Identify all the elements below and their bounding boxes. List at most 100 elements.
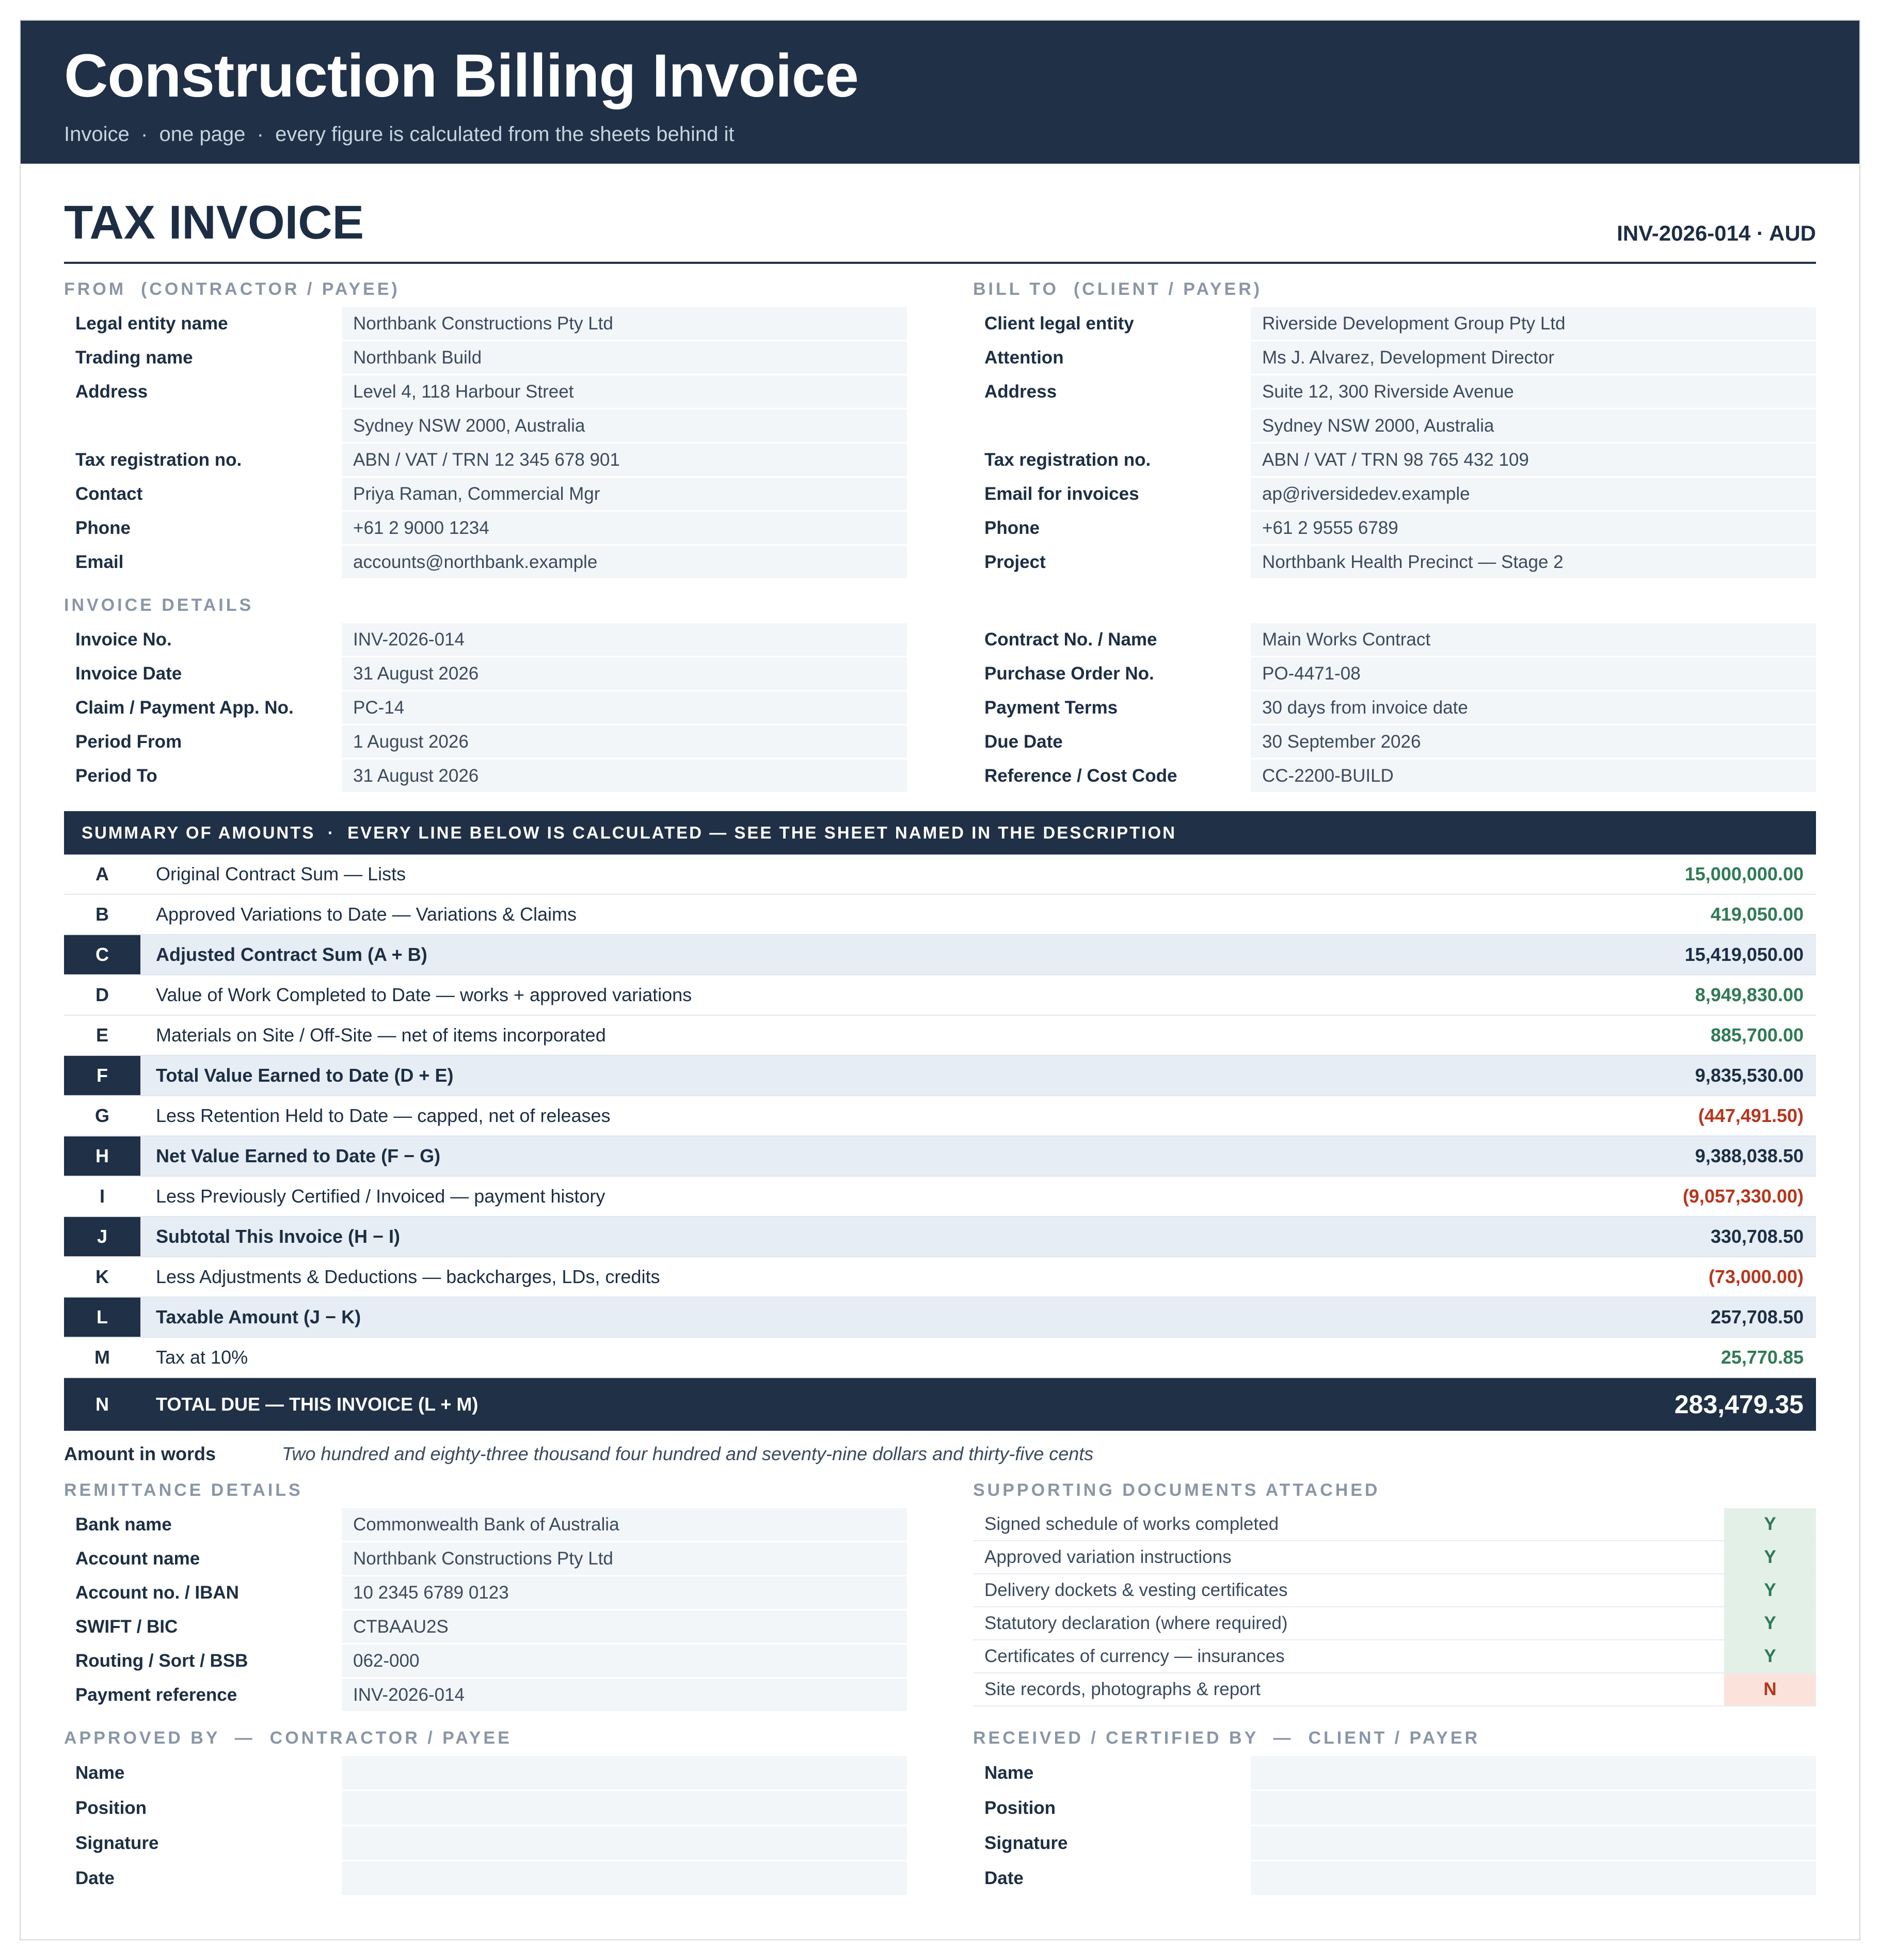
kv-row: Phone +61 2 9555 6789 bbox=[973, 511, 1816, 546]
field-value: Suite 12, 300 Riverside Avenue bbox=[1251, 374, 1816, 409]
field-value: 30 days from invoice date bbox=[1251, 690, 1816, 725]
summary-row: A Original Contract Sum — Lists 15,000,000… bbox=[64, 855, 1816, 895]
supporting-doc-row: Site records, photographs & report N bbox=[973, 1673, 1816, 1706]
kv-row: Invoice Date 31 August 2026 bbox=[64, 656, 907, 691]
invoice-reference: INV-2026-014 · AUD bbox=[1617, 221, 1816, 245]
approved-by-label: APPROVED BY — CONTRACTOR / PAYEE bbox=[64, 1728, 512, 1748]
field-label: Phone bbox=[64, 511, 342, 546]
field-label: Period To bbox=[64, 758, 342, 794]
summary-letter: C bbox=[64, 935, 140, 975]
kv-row: Signature bbox=[973, 1825, 1816, 1861]
kv-row: Period From 1 August 2026 bbox=[64, 724, 907, 760]
kv-row: Signature bbox=[64, 1825, 907, 1861]
field-value: 31 August 2026 bbox=[342, 758, 907, 794]
kv-row: Reference / Cost Code CC-2200-BUILD bbox=[973, 758, 1816, 794]
field-value: +61 2 9000 1234 bbox=[342, 511, 907, 546]
kv-row: Project Northbank Health Precinct — Stage… bbox=[973, 545, 1816, 580]
field-label: Claim / Payment App. No. bbox=[64, 690, 342, 725]
field-label: Invoice Date bbox=[64, 656, 342, 691]
summary-description: Less Retention Held to Date — capped, ne… bbox=[140, 1096, 1442, 1136]
signoff-field[interactable] bbox=[342, 1860, 907, 1896]
summary-row: B Approved Variations to Date — Variation… bbox=[64, 894, 1816, 935]
bill-to-block: BILL TO (CLIENT / PAYER) Client legal en… bbox=[973, 264, 1816, 580]
field-label: Trading name bbox=[64, 340, 342, 375]
kv-row: Claim / Payment App. No. PC-14 bbox=[64, 690, 907, 725]
field-value: 10 2345 6789 0123 bbox=[342, 1575, 907, 1610]
field-label: Account no. / IBAN bbox=[64, 1575, 342, 1610]
field-label: Bank name bbox=[64, 1508, 342, 1542]
summary-letter: H bbox=[64, 1136, 140, 1177]
field-label: Position bbox=[973, 1790, 1251, 1826]
summary-description: Total Value Earned to Date (D + E) bbox=[140, 1055, 1442, 1096]
attached-flag: N bbox=[1724, 1673, 1816, 1706]
field-label: Routing / Sort / BSB bbox=[64, 1643, 342, 1679]
summary-row: D Value of Work Completed to Date — works… bbox=[64, 975, 1816, 1016]
attached-flag: Y bbox=[1724, 1640, 1816, 1673]
summary-table: A Original Contract Sum — Lists 15,000,000… bbox=[64, 855, 1816, 1431]
summary-letter: I bbox=[64, 1176, 140, 1217]
attached-flag: Y bbox=[1724, 1607, 1816, 1640]
received-by-table: Name Position Signature Date bbox=[973, 1756, 1816, 1896]
signoff-field[interactable] bbox=[342, 1825, 907, 1861]
signoff-field[interactable] bbox=[342, 1790, 907, 1826]
field-label: SWIFT / BIC bbox=[64, 1609, 342, 1645]
kv-row: Account name Northbank Constructions Pty … bbox=[64, 1541, 907, 1576]
field-value: Sydney NSW 2000, Australia bbox=[1251, 408, 1816, 444]
kv-row: Payment Terms 30 days from invoice date bbox=[973, 690, 1816, 725]
summary-amount: 419,050.00 bbox=[1442, 894, 1816, 935]
field-label: Date bbox=[973, 1860, 1251, 1896]
summary-amount: 15,419,050.00 bbox=[1442, 935, 1816, 975]
signoff-field[interactable] bbox=[1251, 1756, 1816, 1791]
field-label: Payment Terms bbox=[973, 690, 1251, 725]
invoice-content: TAX INVOICE INV-2026-014 · AUD FROM (CON… bbox=[21, 164, 1859, 1896]
kv-row: Date bbox=[973, 1860, 1816, 1896]
supporting-doc-name: Signed schedule of works completed bbox=[973, 1508, 1724, 1541]
summary-amount: (9,057,330.00) bbox=[1442, 1176, 1816, 1217]
kv-row: Date bbox=[64, 1860, 907, 1896]
field-label bbox=[64, 408, 342, 444]
kv-row: Position bbox=[973, 1790, 1816, 1826]
signoff-field[interactable] bbox=[1251, 1860, 1816, 1896]
summary-letter: L bbox=[64, 1297, 140, 1338]
summary-letter: G bbox=[64, 1096, 140, 1136]
field-value: accounts@northbank.example bbox=[342, 545, 907, 580]
kv-row: Email for invoices ap@riversidedev.exampl… bbox=[973, 477, 1816, 512]
field-value: Northbank Health Precinct — Stage 2 bbox=[1251, 545, 1816, 580]
field-value: 31 August 2026 bbox=[342, 656, 907, 691]
banner: Construction Billing Invoice Invoice · o… bbox=[21, 21, 1859, 164]
invoice-details-left: Invoice No. INV-2026-014 Invoice Date 31 Au… bbox=[64, 623, 907, 794]
invoice-details-label: INVOICE DETAILS bbox=[64, 595, 254, 615]
field-label: Address bbox=[973, 374, 1251, 409]
field-label: Account name bbox=[64, 1541, 342, 1576]
summary-amount: 9,835,530.00 bbox=[1442, 1055, 1816, 1096]
amount-in-words-value: Two hundred and eighty-three thousand fo… bbox=[282, 1443, 1094, 1464]
field-value: Northbank Constructions Pty Ltd bbox=[342, 1541, 907, 1576]
signoff-field[interactable] bbox=[1251, 1790, 1816, 1826]
kv-row: Phone +61 2 9000 1234 bbox=[64, 511, 907, 546]
summary-description: Value of Work Completed to Date — works … bbox=[140, 975, 1442, 1016]
summary-row: C Adjusted Contract Sum (A + B) 15,419,050… bbox=[64, 935, 1816, 975]
invoice-details-right: Contract No. / Name Main Works Contract Pu… bbox=[973, 623, 1816, 794]
field-value: Northbank Build bbox=[342, 340, 907, 375]
summary-amount: 885,700.00 bbox=[1442, 1015, 1816, 1056]
from-block: FROM (CONTRACTOR / PAYEE) Legal entity n… bbox=[64, 264, 907, 580]
kv-row: Tax registration no. ABN / VAT / TRN 98 7… bbox=[973, 442, 1816, 478]
summary-amount: 257,708.50 bbox=[1442, 1297, 1816, 1338]
summary-row: M Tax at 10% 25,770.85 bbox=[64, 1337, 1816, 1378]
remittance-section: REMITTANCE DETAILS Bank name Commonwealth… bbox=[64, 1465, 1816, 1713]
title-row: TAX INVOICE INV-2026-014 · AUD bbox=[64, 164, 1816, 264]
approved-by-table: Name Position Signature Date bbox=[64, 1756, 907, 1896]
summary-amount: (73,000.00) bbox=[1442, 1257, 1816, 1298]
supporting-docs-block: SUPPORTING DOCUMENTS ATTACHED Signed sch… bbox=[973, 1465, 1816, 1713]
kv-row: Name bbox=[973, 1756, 1816, 1791]
summary-header: SUMMARY OF AMOUNTS · EVERY LINE BELOW IS… bbox=[64, 811, 1816, 855]
field-label: Name bbox=[64, 1756, 342, 1791]
field-value: ap@riversidedev.example bbox=[1251, 477, 1816, 512]
signoff-field[interactable] bbox=[1251, 1825, 1816, 1861]
field-value: Commonwealth Bank of Australia bbox=[342, 1508, 907, 1542]
kv-row: Legal entity name Northbank Constructions… bbox=[64, 307, 907, 341]
received-by-label: RECEIVED / CERTIFIED BY — CLIENT / PAYER bbox=[973, 1728, 1480, 1748]
kv-row: Tax registration no. ABN / VAT / TRN 12 3… bbox=[64, 442, 907, 478]
parties-section: FROM (CONTRACTOR / PAYEE) Legal entity n… bbox=[64, 264, 1816, 580]
signoff-field[interactable] bbox=[342, 1756, 907, 1791]
